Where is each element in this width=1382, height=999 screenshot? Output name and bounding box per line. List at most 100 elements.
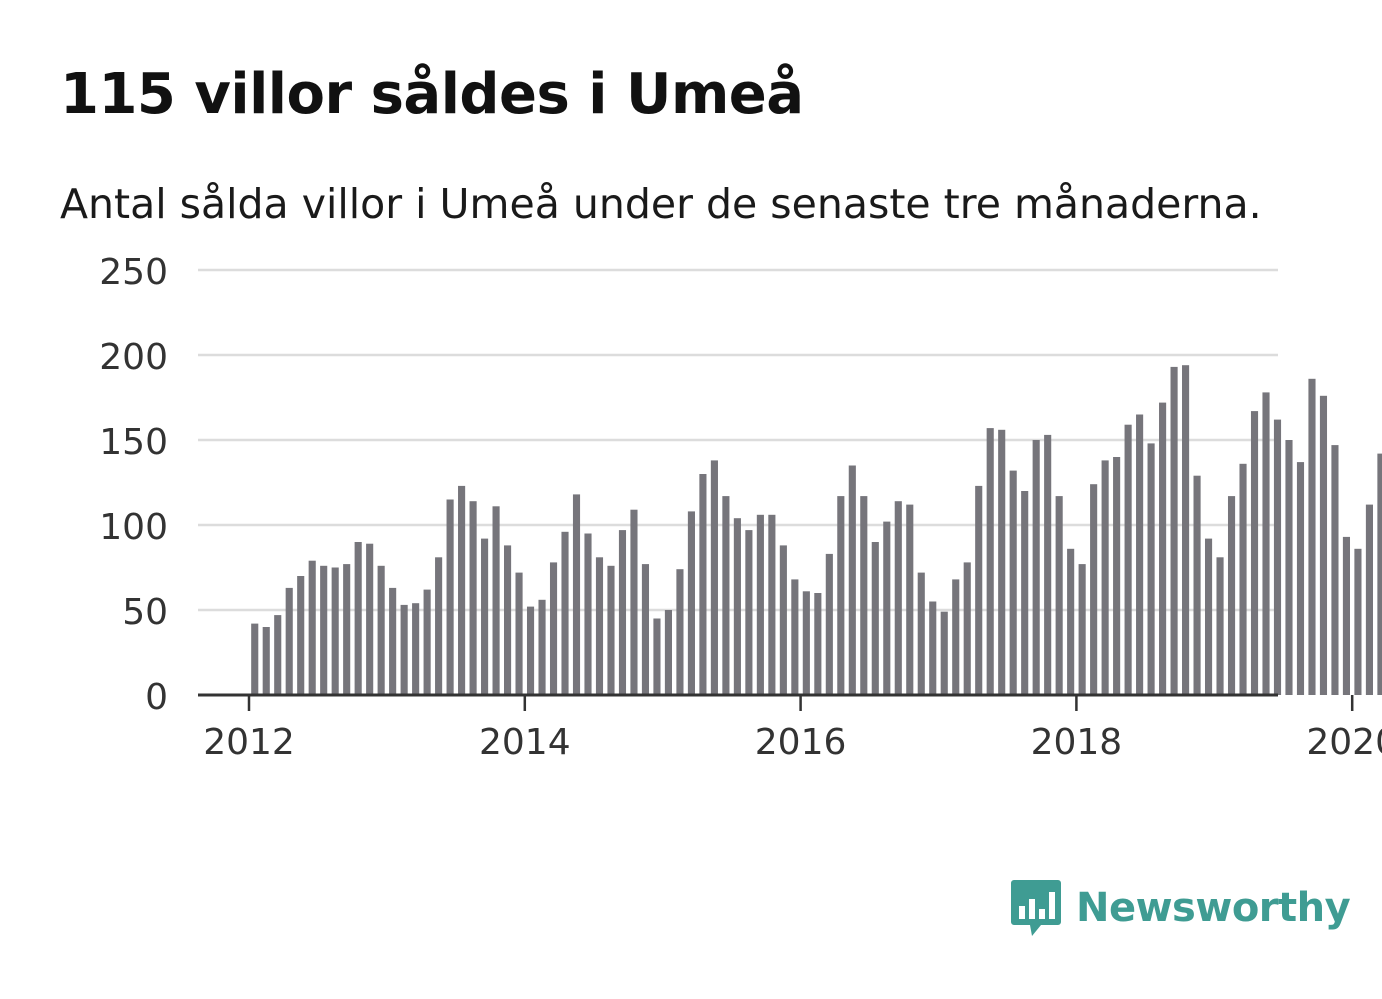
x-tick-label: 2020 xyxy=(1306,722,1382,763)
x-tick-label: 2014 xyxy=(479,722,571,763)
bar xyxy=(929,601,937,695)
bar xyxy=(595,557,604,695)
bar xyxy=(1136,414,1144,695)
bar xyxy=(1170,366,1178,695)
bar xyxy=(1227,496,1236,695)
bar xyxy=(975,485,983,695)
y-tick-label: 150 xyxy=(99,422,168,463)
bar xyxy=(1342,536,1351,695)
newsworthy-logo-icon xyxy=(1011,880,1061,936)
bar xyxy=(1365,504,1373,695)
bar xyxy=(389,587,397,695)
bar xyxy=(802,591,810,695)
bar xyxy=(687,511,695,695)
bar xyxy=(1078,564,1086,695)
bar xyxy=(952,579,960,695)
bar xyxy=(1273,419,1282,695)
bar xyxy=(791,579,799,695)
y-tick-label: 250 xyxy=(99,252,168,293)
bar xyxy=(1296,462,1305,695)
bar xyxy=(1193,475,1201,695)
bar xyxy=(1285,440,1293,695)
bar xyxy=(400,604,408,695)
x-tick-label: 2016 xyxy=(755,722,847,763)
bar xyxy=(1239,463,1247,695)
bar xyxy=(1044,434,1052,695)
newsworthy-brand: Newsworthy xyxy=(1010,878,1351,938)
bar xyxy=(446,499,454,695)
bar xyxy=(1319,395,1328,695)
bar xyxy=(1182,365,1190,695)
bar xyxy=(435,557,443,695)
bar xyxy=(722,496,730,695)
bar xyxy=(366,543,374,695)
bar xyxy=(664,610,672,695)
bar xyxy=(1113,457,1121,695)
bar xyxy=(745,530,753,695)
bar xyxy=(618,530,627,695)
bar xyxy=(469,501,477,695)
bar xyxy=(676,569,684,695)
bar xyxy=(584,533,592,695)
bar xyxy=(1331,445,1339,695)
bar xyxy=(779,545,787,695)
bar xyxy=(825,553,833,695)
bar xyxy=(756,514,764,695)
bar xyxy=(1067,548,1075,695)
bar xyxy=(354,542,362,695)
bar xyxy=(377,565,385,695)
y-tick-label: 50 xyxy=(122,592,168,633)
bar xyxy=(917,572,925,695)
bar xyxy=(538,599,546,695)
bars xyxy=(251,365,1382,695)
y-tick-label: 200 xyxy=(99,337,168,378)
bar xyxy=(458,485,466,695)
bar xyxy=(998,429,1006,695)
chart-title: 115 villor såldes i Umeå xyxy=(60,62,804,127)
bar xyxy=(343,564,351,695)
x-tick-label: 2018 xyxy=(1031,722,1123,763)
bar xyxy=(285,587,293,695)
bar xyxy=(1250,411,1259,695)
bar xyxy=(1216,557,1224,695)
y-axis-tick-labels: 0 50 100 150 200 250 xyxy=(99,252,168,718)
chart-subtitle: Antal sålda villor i Umeå under de senas… xyxy=(60,180,1262,228)
bar xyxy=(1159,402,1167,695)
bar xyxy=(986,428,994,695)
bar xyxy=(515,572,523,695)
bar xyxy=(1009,470,1017,695)
bar xyxy=(481,538,489,695)
bar xyxy=(1377,453,1382,695)
bar xyxy=(561,531,569,695)
y-tick-label: 100 xyxy=(99,507,168,548)
bar xyxy=(320,565,328,695)
bar xyxy=(940,611,948,695)
bar xyxy=(1204,538,1213,695)
bar xyxy=(837,496,845,695)
bar xyxy=(412,603,420,695)
bar xyxy=(653,618,661,695)
bar xyxy=(860,496,868,695)
brand-name: Newsworthy xyxy=(1076,885,1351,931)
bar xyxy=(768,514,776,695)
bar xyxy=(331,567,339,695)
bar xyxy=(1101,460,1109,695)
y-tick-label: 0 xyxy=(145,677,168,718)
bar xyxy=(963,562,971,695)
bar xyxy=(1090,484,1098,695)
bar xyxy=(871,542,879,695)
bar xyxy=(262,627,270,695)
bar xyxy=(894,501,902,695)
bar xyxy=(848,465,856,695)
bar xyxy=(906,504,914,695)
bar xyxy=(1262,392,1270,695)
bar xyxy=(1308,378,1316,695)
bar xyxy=(883,521,891,695)
bar xyxy=(1147,443,1155,695)
bar xyxy=(274,615,282,695)
bar xyxy=(733,518,741,695)
bar xyxy=(1124,424,1132,695)
bar xyxy=(814,593,822,695)
bar xyxy=(607,565,615,695)
bar xyxy=(492,506,500,695)
